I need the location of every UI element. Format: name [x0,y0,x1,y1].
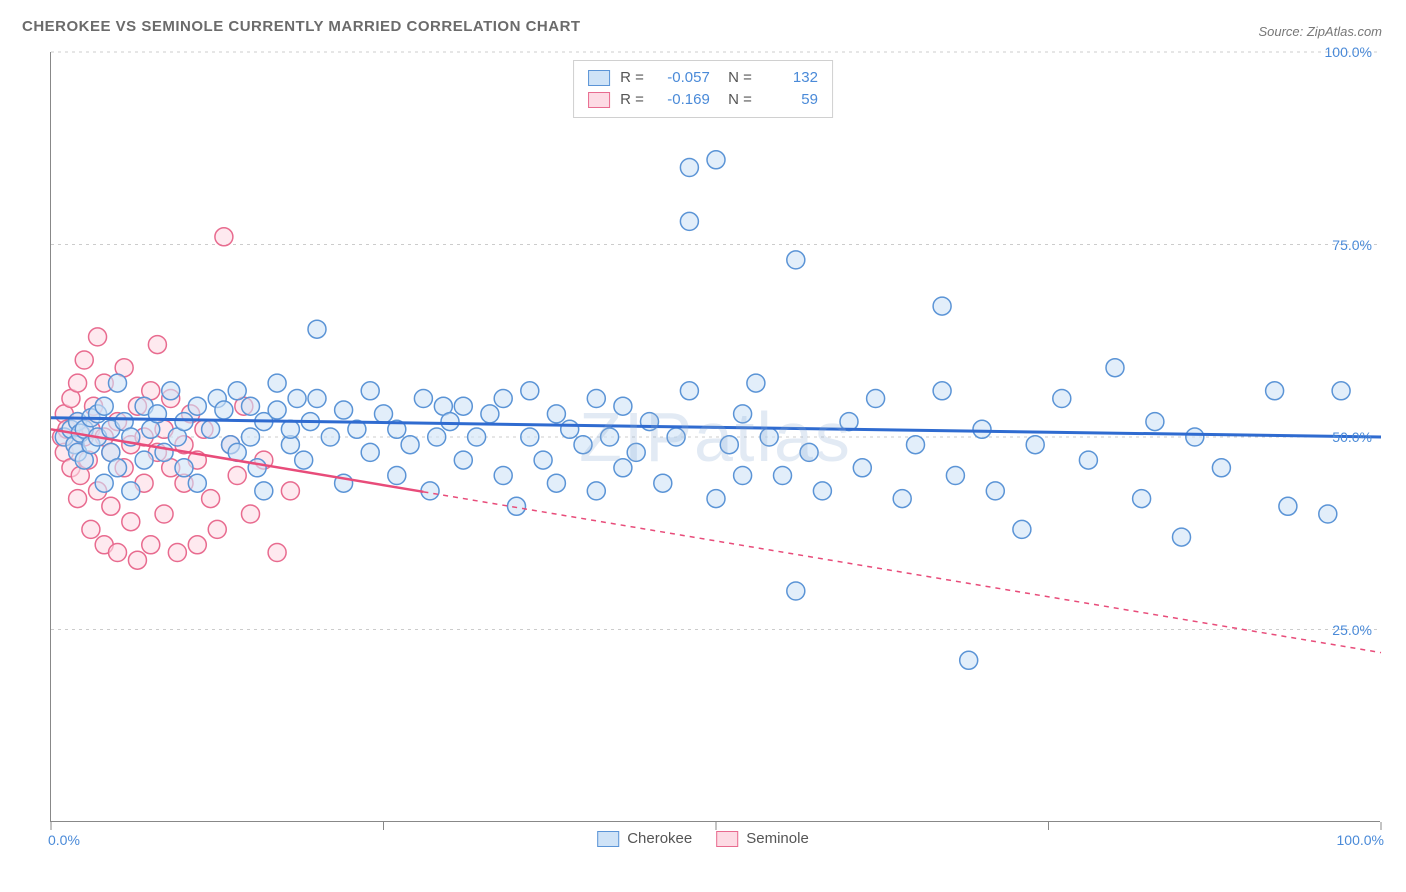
r-value-seminole: -0.169 [654,89,710,111]
swatch-cherokee [597,831,619,847]
swatch-seminole [716,831,738,847]
n-value-cherokee: 132 [762,67,818,89]
r-label: R = [620,89,644,111]
n-label: N = [720,67,752,89]
chart-container: CHEROKEE VS SEMINOLE CURRENTLY MARRIED C… [0,0,1406,892]
series-legend: Cherokee Seminole [597,830,809,847]
x-tick-label: 0.0% [48,832,80,848]
r-value-cherokee: -0.057 [654,67,710,89]
x-tick-label: 100.0% [1330,832,1384,848]
plot-area: ZIPatlas [50,52,1380,822]
swatch-cherokee [588,70,610,86]
swatch-seminole [588,92,610,108]
stats-row-seminole: R = -0.169 N = 59 [588,89,818,111]
legend-item-seminole: Seminole [716,830,809,847]
legend-label-cherokee: Cherokee [627,830,692,847]
legend-item-cherokee: Cherokee [597,830,692,847]
r-label: R = [620,67,644,89]
n-value-seminole: 59 [762,89,818,111]
chart-title: CHEROKEE VS SEMINOLE CURRENTLY MARRIED C… [22,18,581,35]
source-attribution: Source: ZipAtlas.com [1258,24,1382,39]
scatter-svg [51,52,1380,821]
legend-label-seminole: Seminole [746,830,809,847]
stats-row-cherokee: R = -0.057 N = 132 [588,67,818,89]
stats-legend: R = -0.057 N = 132 R = -0.169 N = 59 [573,60,833,118]
n-label: N = [720,89,752,111]
